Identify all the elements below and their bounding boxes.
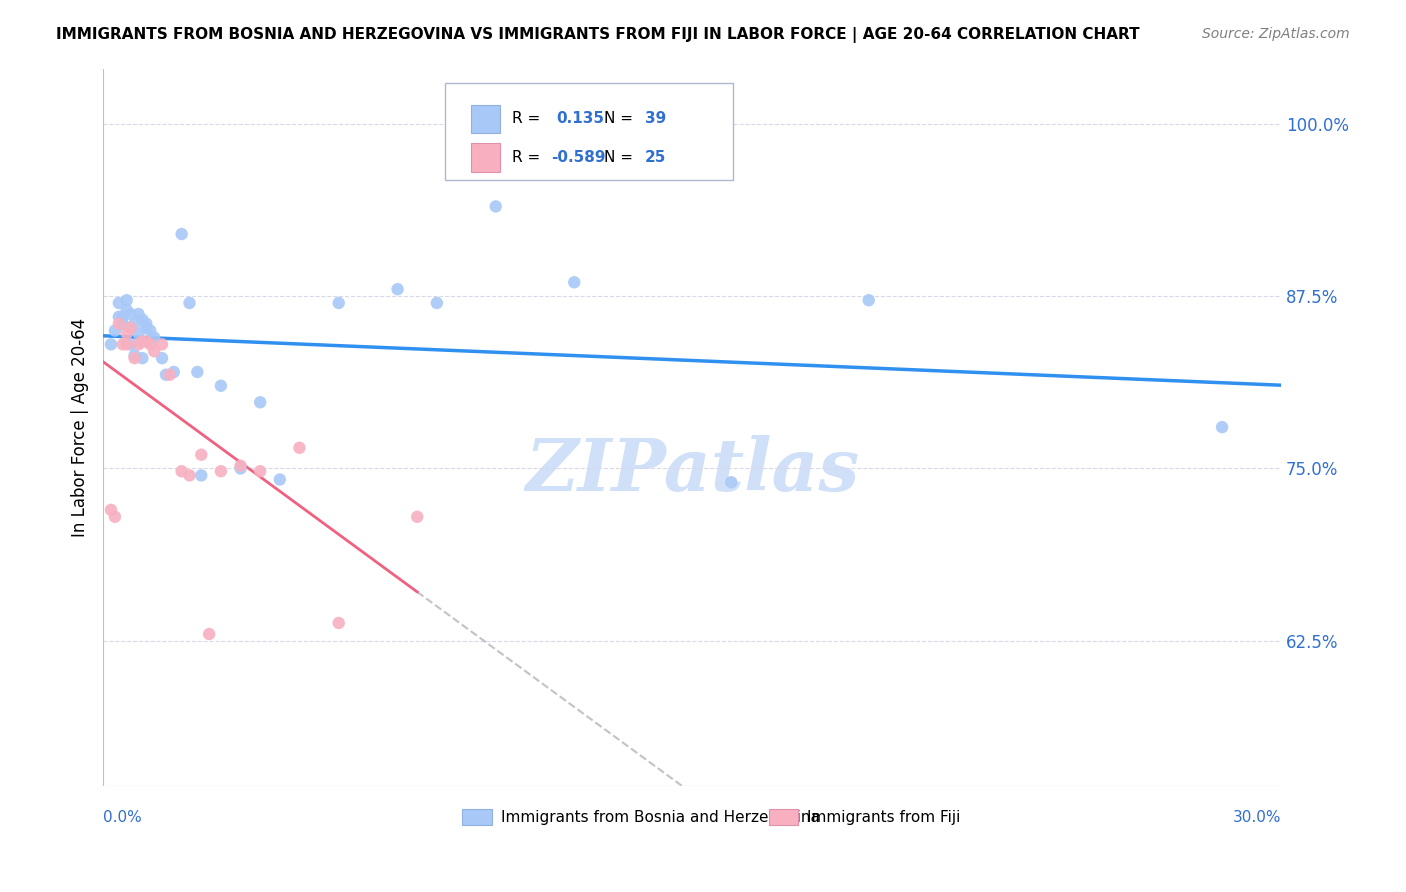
Text: R =: R = bbox=[512, 150, 546, 165]
Point bbox=[108, 317, 131, 331]
Bar bbox=[769, 809, 799, 825]
Point bbox=[190, 468, 212, 483]
FancyBboxPatch shape bbox=[444, 83, 734, 179]
Point bbox=[131, 334, 153, 349]
Point bbox=[127, 337, 149, 351]
Point bbox=[115, 326, 138, 341]
Point bbox=[139, 337, 162, 351]
Text: 30.0%: 30.0% bbox=[1233, 810, 1281, 825]
Text: Immigrants from Fiji: Immigrants from Fiji bbox=[807, 810, 960, 825]
Point bbox=[209, 378, 232, 392]
Point bbox=[120, 320, 142, 334]
Point bbox=[100, 337, 122, 351]
Point bbox=[170, 464, 193, 478]
Point bbox=[179, 468, 201, 483]
Point bbox=[120, 307, 142, 321]
Point bbox=[328, 615, 350, 630]
Point bbox=[143, 344, 166, 359]
Point bbox=[115, 337, 138, 351]
Point bbox=[108, 310, 131, 324]
Text: 25: 25 bbox=[645, 150, 666, 165]
Point bbox=[143, 330, 166, 344]
Text: R =: R = bbox=[512, 112, 546, 127]
Point bbox=[111, 317, 134, 331]
Point bbox=[135, 334, 157, 349]
Point bbox=[111, 337, 134, 351]
Point bbox=[858, 293, 880, 308]
Point bbox=[406, 509, 429, 524]
Point bbox=[108, 296, 131, 310]
Point bbox=[1211, 420, 1233, 434]
Point bbox=[111, 310, 134, 324]
Point bbox=[155, 368, 177, 382]
Point bbox=[328, 296, 350, 310]
Point bbox=[288, 441, 311, 455]
Bar bbox=[471, 144, 501, 172]
Text: 0.0%: 0.0% bbox=[103, 810, 142, 825]
Bar bbox=[471, 104, 501, 133]
Point bbox=[269, 473, 291, 487]
Point bbox=[485, 199, 508, 213]
Point bbox=[198, 627, 221, 641]
Point bbox=[120, 337, 142, 351]
Point bbox=[159, 368, 181, 382]
Point bbox=[131, 312, 153, 326]
Point bbox=[170, 227, 193, 241]
Point bbox=[127, 326, 149, 341]
Point bbox=[115, 302, 138, 317]
Point bbox=[179, 296, 201, 310]
Point bbox=[720, 475, 742, 490]
Point bbox=[249, 395, 271, 409]
Text: Source: ZipAtlas.com: Source: ZipAtlas.com bbox=[1202, 27, 1350, 41]
Point bbox=[229, 458, 252, 473]
Text: -0.589: -0.589 bbox=[551, 150, 605, 165]
Point bbox=[135, 317, 157, 331]
Y-axis label: In Labor Force | Age 20-64: In Labor Force | Age 20-64 bbox=[72, 318, 89, 537]
Text: 39: 39 bbox=[645, 112, 666, 127]
Text: N =: N = bbox=[603, 150, 637, 165]
Point bbox=[124, 351, 146, 366]
Text: 0.135: 0.135 bbox=[557, 112, 605, 127]
Point bbox=[387, 282, 409, 296]
Point bbox=[131, 351, 153, 366]
Point bbox=[115, 293, 138, 308]
Text: ZIPatlas: ZIPatlas bbox=[524, 434, 859, 506]
Point bbox=[186, 365, 208, 379]
Point bbox=[150, 351, 173, 366]
Point bbox=[229, 461, 252, 475]
Point bbox=[124, 317, 146, 331]
Point bbox=[124, 348, 146, 362]
Point bbox=[104, 324, 127, 338]
Point bbox=[135, 320, 157, 334]
Point bbox=[426, 296, 449, 310]
Bar bbox=[463, 809, 492, 825]
Point bbox=[150, 337, 173, 351]
Text: N =: N = bbox=[603, 112, 637, 127]
Point bbox=[163, 365, 186, 379]
Point bbox=[139, 324, 162, 338]
Point bbox=[127, 307, 149, 321]
Text: IMMIGRANTS FROM BOSNIA AND HERZEGOVINA VS IMMIGRANTS FROM FIJI IN LABOR FORCE | : IMMIGRANTS FROM BOSNIA AND HERZEGOVINA V… bbox=[56, 27, 1140, 43]
Point bbox=[209, 464, 232, 478]
Point bbox=[249, 464, 271, 478]
Text: Immigrants from Bosnia and Herzegovina: Immigrants from Bosnia and Herzegovina bbox=[501, 810, 820, 825]
Point bbox=[562, 275, 585, 289]
Point bbox=[100, 503, 122, 517]
Point bbox=[104, 509, 127, 524]
Point bbox=[190, 448, 212, 462]
